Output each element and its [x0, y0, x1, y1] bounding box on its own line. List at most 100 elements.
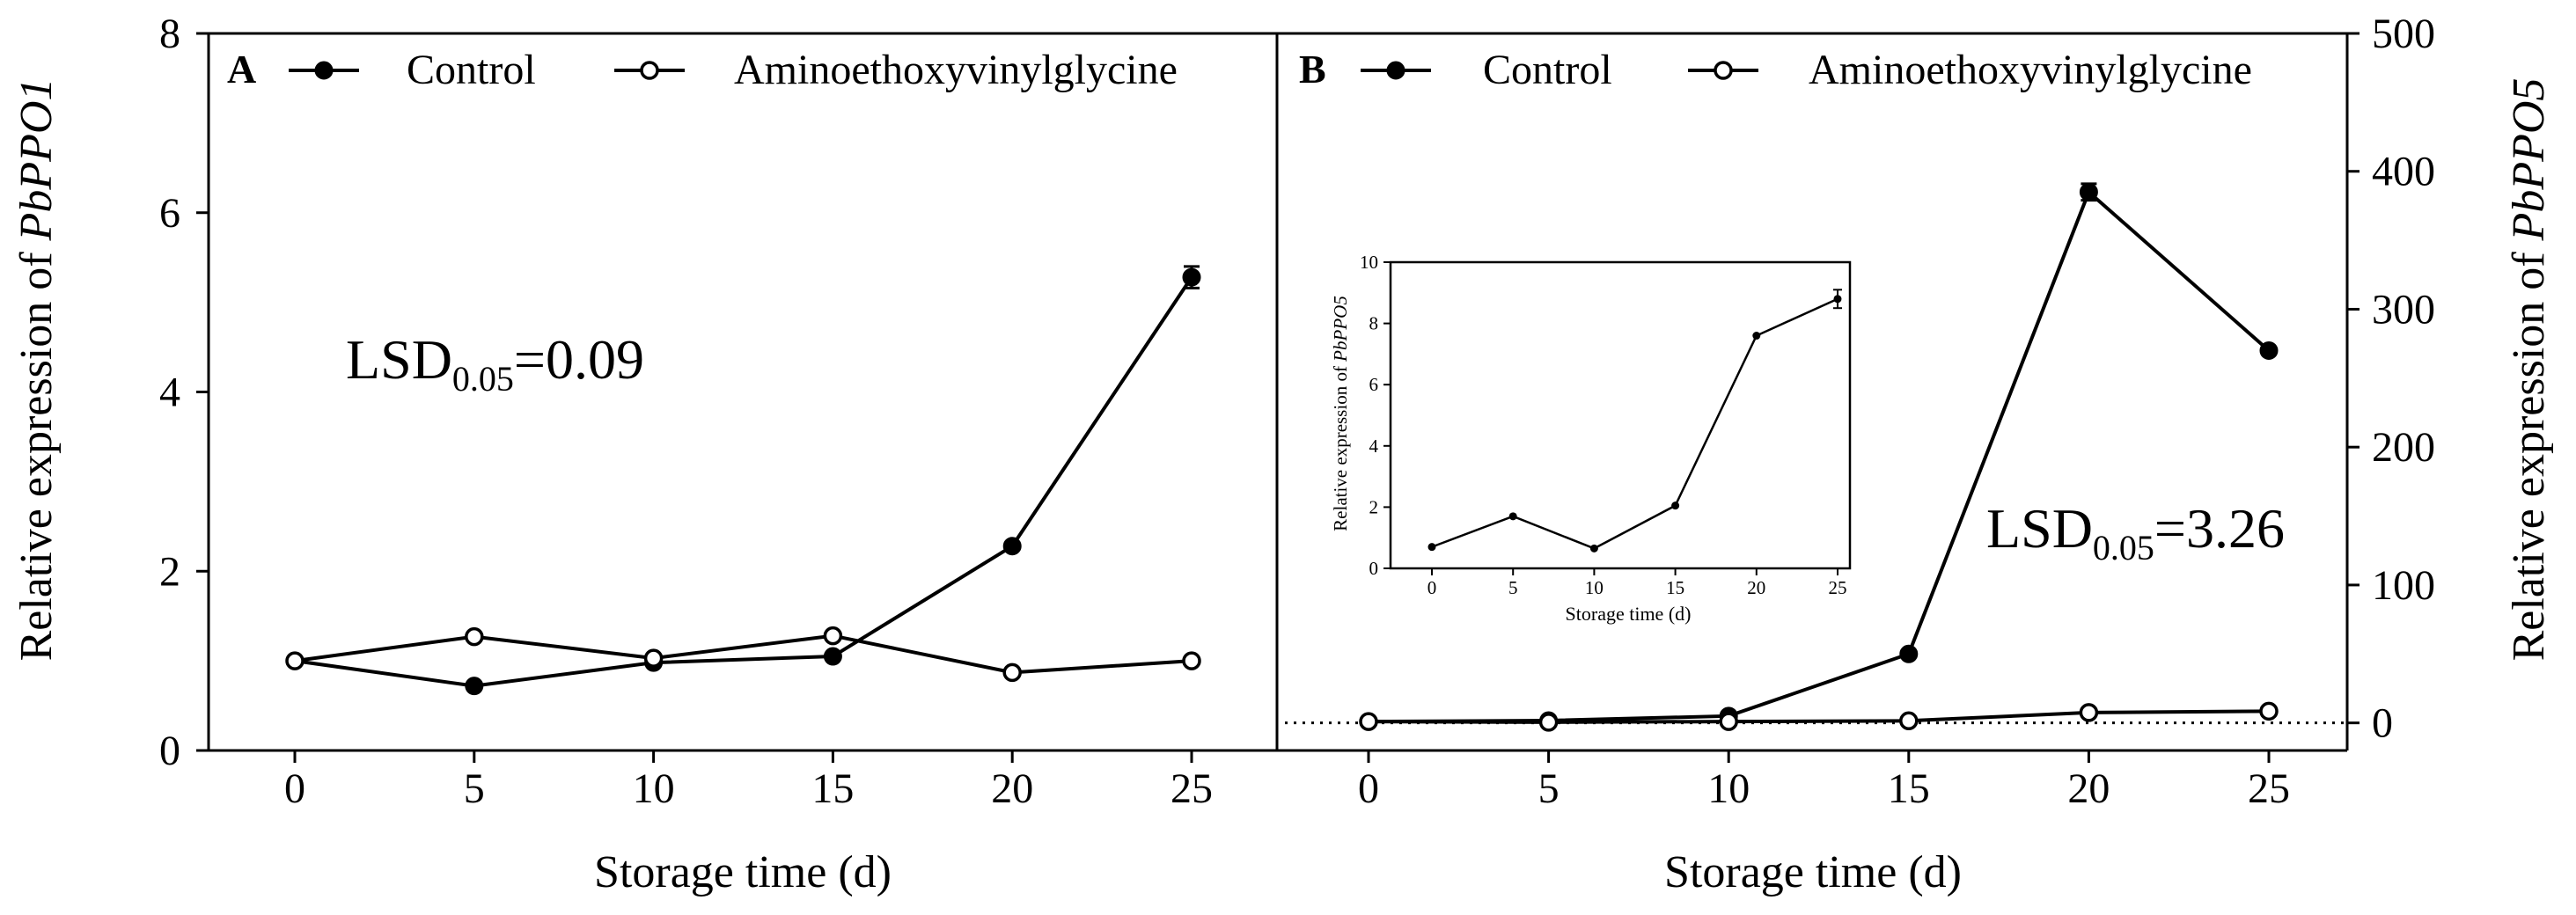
inset-y-axis-label: Relative expression of PbPPO5 [1330, 296, 1351, 531]
panel-a-series-line-control [294, 275, 1193, 688]
panel-a-point-avg [285, 651, 305, 670]
panel-b-legend-control-label: Control [1483, 47, 1612, 93]
inset-point [1752, 332, 1761, 340]
panel-b-inset: 0 2 4 6 8 10 0 5 10 15 20 25 Storage time (d) Rela… [1330, 252, 1852, 625]
panel-b-x-ticks: 0 5 10 15 20 25 [1358, 750, 2290, 812]
panel-a-point-control [1182, 267, 1201, 287]
inset-x-tick-label: 25 [1829, 577, 1847, 598]
panel-b-x-tick-label: 15 [1888, 765, 1930, 812]
panel-a-point-control [1002, 537, 1022, 556]
panel-a-letter: A [227, 47, 256, 92]
panel-b-y-tick-label: 0 [2372, 700, 2393, 747]
inset-frame [1389, 260, 1852, 570]
inset-point [1671, 501, 1680, 510]
panel-a-x-tick-label: 20 [991, 765, 1033, 812]
panel-a-lsd-main: LSD [346, 328, 452, 391]
inset-point [1833, 295, 1842, 304]
panel-b-y-tick-label: 500 [2372, 11, 2435, 57]
inset-y-ticks: 0 2 4 6 8 10 [1360, 252, 1391, 579]
panel-a-legend-avg-marker [640, 61, 659, 80]
panel-a-series-line-avg [294, 633, 1193, 675]
inset-x-tick-label: 5 [1508, 577, 1518, 598]
panel-b-x-tick-label: 25 [2248, 765, 2290, 812]
panel-b-point-avg [1359, 712, 1378, 731]
panel-b-legend-control-marker [1386, 61, 1405, 80]
inset-background [1391, 262, 1850, 568]
panel-a-series-lines [294, 275, 1193, 688]
panel-a-point-avg [465, 626, 484, 647]
inset-x-tick-label: 20 [1747, 577, 1765, 598]
panel-b-x-tick-label: 5 [1538, 765, 1560, 812]
panel-b-point-avg [1719, 712, 1738, 731]
inset-y-tick-label: 10 [1360, 252, 1378, 273]
inset-data-points [1427, 295, 1842, 553]
panel-a-x-tick-label: 15 [811, 765, 854, 812]
inset-y-label-gene: PbPPO5 [1330, 296, 1351, 362]
panel-a-x-tick-label: 0 [284, 765, 305, 812]
panel-b-y-axis-label: Relative expression of PbPPO5 [2504, 78, 2554, 662]
panel-b-y-tick-label: 200 [2372, 424, 2435, 471]
inset-x-ticks: 0 5 10 15 20 25 [1427, 568, 1847, 598]
panel-a-legend-control-marker [314, 61, 334, 80]
panel-b-lsd-annotation: LSD0.05=3.26 [1986, 497, 2285, 567]
panel-b-point-avg [2259, 701, 2279, 721]
panel-a-y-tick-label: 8 [159, 11, 180, 57]
inset-series-lines [1431, 297, 1838, 550]
panel-a-x-tick-label: 5 [464, 765, 485, 812]
panel-a-lsd-value: =0.09 [514, 328, 644, 391]
inset-y-tick-label: 6 [1369, 374, 1379, 395]
panel-b-y-label-prefix: Relative expression of [2504, 240, 2554, 661]
panel-a-point-control [465, 677, 484, 696]
panel-a-y-label-gene: PbPPO1 [11, 78, 62, 242]
panel-a: 0 2 4 6 8 0 5 10 15 20 25 A Control Aminoethoxyvi… [11, 11, 1277, 897]
panel-b-x-tick-label: 20 [2067, 765, 2110, 812]
inset-x-tick-label: 0 [1427, 577, 1437, 598]
panel-b-point-control [2079, 182, 2098, 201]
panel-b-letter: B [1299, 47, 1326, 92]
panel-a-lsd-subscript: 0.05 [452, 359, 514, 399]
panel-a-y-tick-label: 0 [159, 728, 180, 774]
panel-a-y-tick-label: 4 [159, 370, 180, 416]
panel-a-legend-avg-label: Aminoethoxyvinylglycine [734, 47, 1178, 93]
panel-b-point-avg [2079, 703, 2099, 722]
panel-a-point-control [823, 647, 842, 666]
panel-a-y-axis-label: Relative expression of PbPPO1 [11, 78, 62, 662]
inset-y-label-prefix: Relative expression of [1330, 362, 1351, 531]
panel-a-x-axis-label: Storage time (d) [594, 847, 892, 897]
panel-a-lsd-annotation: LSD0.05=0.09 [346, 328, 644, 399]
inset-point [1589, 544, 1598, 553]
panel-b-x-axis-label: Storage time (d) [1664, 847, 1962, 897]
panel-b-y-tick-label: 100 [2372, 562, 2435, 609]
inset-y-tick-label: 2 [1369, 496, 1379, 517]
panel-a-y-tick-label: 6 [159, 190, 180, 237]
panel-b-point-avg [1538, 713, 1559, 732]
panel-b-lsd-subscript: 0.05 [2093, 528, 2154, 567]
inset-x-tick-label: 10 [1585, 577, 1604, 598]
panel-a-x-tick-label: 25 [1171, 765, 1213, 812]
inset-y-tick-label: 4 [1369, 436, 1379, 457]
inset-x-tick-label: 15 [1666, 577, 1684, 598]
panel-b-point-avg [1899, 711, 1919, 731]
panel-a-legend: Control Aminoethoxyvinylglycine [289, 47, 1178, 93]
panel-b-y-tick-label: 400 [2372, 149, 2435, 195]
panel-b-legend: Control Aminoethoxyvinylglycine [1361, 47, 2252, 93]
panel-a-point-avg [643, 648, 664, 668]
panel-a-legend-control-label: Control [407, 47, 536, 93]
panel-b-lsd-value: =3.26 [2154, 497, 2285, 560]
inset-point [1427, 543, 1436, 552]
panel-a-data-points [285, 267, 1201, 696]
panel-a-y-ticks: 0 2 4 6 8 [159, 11, 209, 774]
panel-a-x-tick-label: 10 [633, 765, 675, 812]
inset-x-axis-label: Storage time (d) [1566, 603, 1692, 625]
inset-point [1508, 512, 1517, 521]
panel-b-x-tick-label: 0 [1358, 765, 1379, 812]
inset-series-line [1431, 297, 1838, 550]
panel-b-point-control [1899, 644, 1919, 663]
panel-a-point-avg [823, 626, 843, 646]
panel-b-y-label-gene: PbPPO5 [2504, 78, 2554, 242]
panel-a-point-avg [1002, 662, 1022, 683]
inset-y-tick-label: 0 [1369, 558, 1379, 579]
